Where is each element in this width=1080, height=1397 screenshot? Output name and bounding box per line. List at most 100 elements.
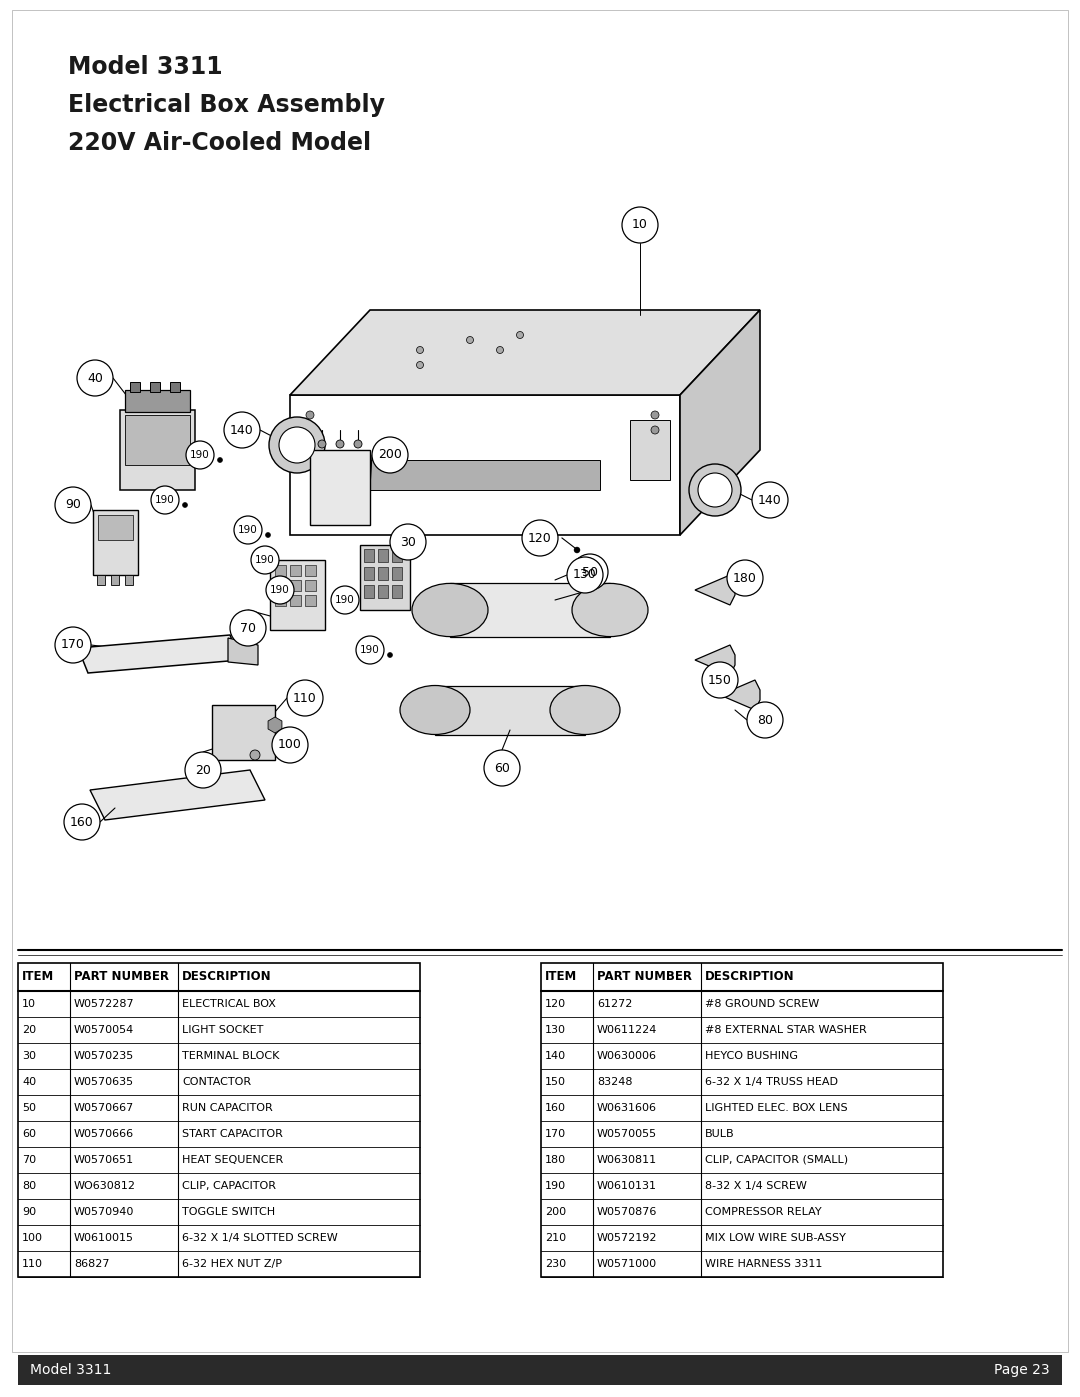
Circle shape — [55, 627, 91, 664]
Bar — [291, 580, 301, 591]
Text: Electrical Box Assembly: Electrical Box Assembly — [68, 94, 384, 117]
Circle shape — [64, 805, 100, 840]
Polygon shape — [125, 390, 190, 412]
Circle shape — [224, 412, 260, 448]
Text: 190: 190 — [270, 585, 289, 595]
Circle shape — [363, 602, 367, 608]
Circle shape — [249, 750, 260, 760]
Bar — [291, 595, 301, 606]
Text: 50: 50 — [22, 1104, 36, 1113]
Polygon shape — [170, 381, 180, 393]
Circle shape — [266, 532, 270, 538]
Text: LIGHTED ELEC. BOX LENS: LIGHTED ELEC. BOX LENS — [705, 1104, 848, 1113]
Text: 150: 150 — [708, 673, 732, 686]
Circle shape — [151, 486, 179, 514]
Text: 60: 60 — [494, 761, 510, 774]
Text: 180: 180 — [545, 1155, 566, 1165]
Polygon shape — [696, 645, 735, 675]
Text: 160: 160 — [70, 816, 94, 828]
Text: W0572192: W0572192 — [597, 1234, 658, 1243]
Text: 20: 20 — [195, 764, 211, 777]
Text: W0570635: W0570635 — [75, 1077, 134, 1087]
Polygon shape — [125, 576, 133, 585]
Text: Model 3311: Model 3311 — [30, 1363, 111, 1377]
Circle shape — [390, 524, 426, 560]
Bar — [18, 1355, 1062, 1384]
Circle shape — [747, 703, 783, 738]
Text: 86827: 86827 — [75, 1259, 109, 1268]
Text: W0570054: W0570054 — [75, 1025, 134, 1035]
Polygon shape — [212, 705, 275, 760]
Circle shape — [266, 576, 294, 604]
Circle shape — [217, 457, 222, 462]
Text: 80: 80 — [757, 714, 773, 726]
Circle shape — [55, 488, 91, 522]
Bar — [364, 549, 374, 562]
Text: ITEM: ITEM — [22, 971, 54, 983]
Polygon shape — [360, 545, 410, 610]
Text: 40: 40 — [87, 372, 103, 384]
Text: W0570667: W0570667 — [75, 1104, 134, 1113]
Bar — [378, 549, 388, 562]
Text: 180: 180 — [733, 571, 757, 584]
Text: 100: 100 — [278, 739, 302, 752]
Text: 190: 190 — [255, 555, 275, 564]
Text: 120: 120 — [545, 999, 566, 1009]
Text: TERMINAL BLOCK: TERMINAL BLOCK — [183, 1051, 280, 1060]
Circle shape — [689, 464, 741, 515]
Text: 50: 50 — [582, 566, 598, 578]
Circle shape — [702, 662, 738, 698]
Text: LIGHT SOCKET: LIGHT SOCKET — [183, 1025, 264, 1035]
Circle shape — [287, 680, 323, 717]
Polygon shape — [360, 460, 600, 490]
Text: 90: 90 — [22, 1207, 36, 1217]
Text: 210: 210 — [545, 1234, 566, 1243]
Text: 170: 170 — [545, 1129, 566, 1139]
Text: 70: 70 — [240, 622, 256, 634]
Circle shape — [567, 557, 603, 592]
Text: PART NUMBER: PART NUMBER — [597, 971, 692, 983]
Text: BULB: BULB — [705, 1129, 734, 1139]
Polygon shape — [130, 381, 140, 393]
Text: 190: 190 — [238, 525, 258, 535]
Text: 190: 190 — [545, 1180, 566, 1192]
Circle shape — [388, 652, 392, 658]
Circle shape — [279, 427, 315, 462]
Polygon shape — [98, 515, 133, 541]
Text: 190: 190 — [190, 450, 210, 460]
Text: 8-32 X 1/4 SCREW: 8-32 X 1/4 SCREW — [705, 1180, 807, 1192]
Text: W0610131: W0610131 — [597, 1180, 657, 1192]
Text: W0611224: W0611224 — [597, 1025, 658, 1035]
Text: 170: 170 — [62, 638, 85, 651]
Polygon shape — [150, 381, 160, 393]
Polygon shape — [720, 680, 760, 710]
Circle shape — [651, 411, 659, 419]
Text: W0570055: W0570055 — [597, 1129, 657, 1139]
Text: HEYCO BUSHING: HEYCO BUSHING — [705, 1051, 798, 1060]
Text: CLIP, CAPACITOR (SMALL): CLIP, CAPACITOR (SMALL) — [705, 1155, 848, 1165]
Ellipse shape — [400, 686, 470, 735]
Text: 40: 40 — [22, 1077, 36, 1087]
Bar — [364, 585, 374, 598]
Circle shape — [484, 750, 519, 787]
Polygon shape — [97, 576, 105, 585]
Text: MIX LOW WIRE SUB-ASSY: MIX LOW WIRE SUB-ASSY — [705, 1234, 846, 1243]
Text: 140: 140 — [545, 1051, 566, 1060]
Bar — [392, 567, 402, 580]
Bar — [435, 686, 585, 735]
Text: 10: 10 — [22, 999, 36, 1009]
Circle shape — [417, 362, 423, 369]
Bar — [275, 564, 286, 576]
Text: Model 3311: Model 3311 — [68, 54, 222, 80]
Bar — [364, 567, 374, 580]
Text: W0572287: W0572287 — [75, 999, 135, 1009]
Text: 110: 110 — [293, 692, 316, 704]
Bar — [305, 595, 316, 606]
Circle shape — [269, 416, 325, 474]
Text: Page 23: Page 23 — [995, 1363, 1050, 1377]
Text: W0630811: W0630811 — [597, 1155, 657, 1165]
Text: DESCRIPTION: DESCRIPTION — [183, 971, 272, 983]
Text: 110: 110 — [22, 1259, 43, 1268]
Text: W0570876: W0570876 — [597, 1207, 658, 1217]
Text: 160: 160 — [545, 1104, 566, 1113]
